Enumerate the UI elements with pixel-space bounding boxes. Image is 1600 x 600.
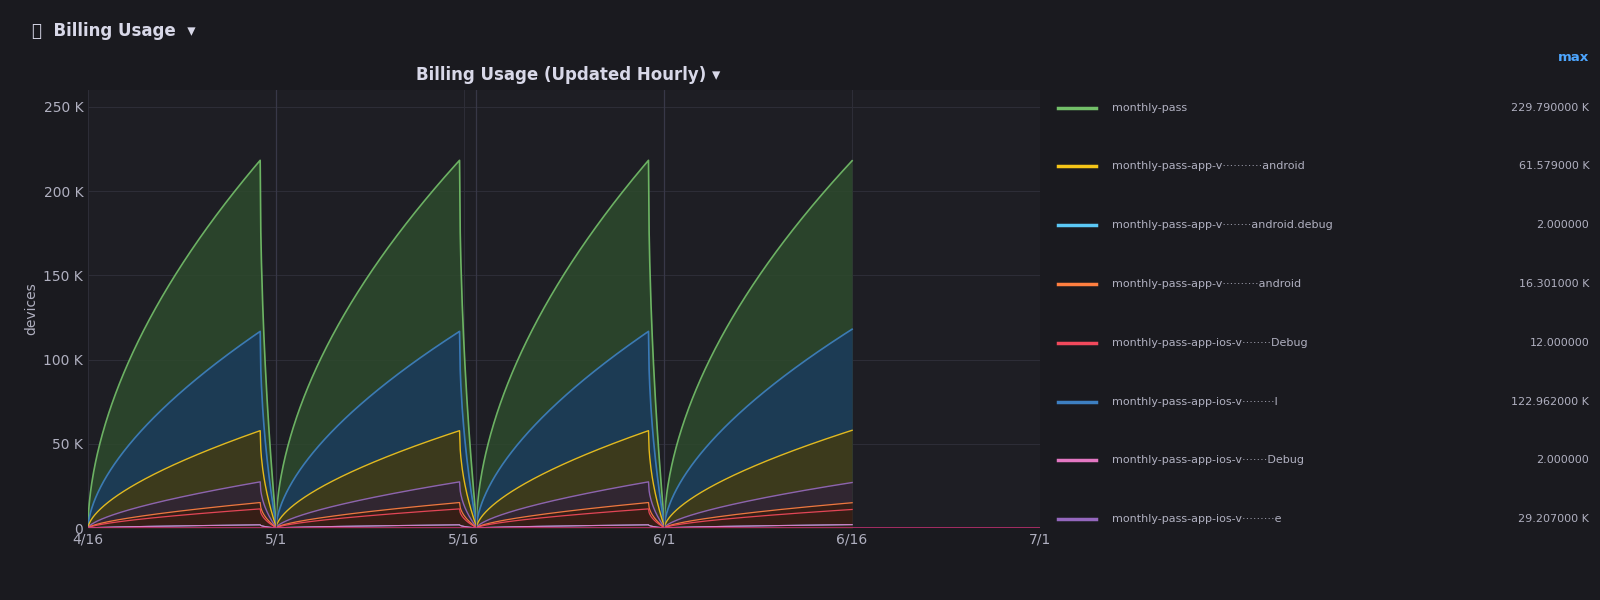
Text: monthly-pass-app-ios-v········Debug: monthly-pass-app-ios-v········Debug [1112,338,1307,348]
Text: Billing Usage (Updated Hourly) ▾: Billing Usage (Updated Hourly) ▾ [416,66,720,84]
Text: monthly-pass: monthly-pass [1112,103,1187,113]
Text: 16.301000 K: 16.301000 K [1518,279,1589,289]
Text: monthly-pass-app-ios-v·········l: monthly-pass-app-ios-v·········l [1112,397,1278,407]
Y-axis label: devices: devices [24,283,38,335]
Text: monthly-pass-app-v········android.debug: monthly-pass-app-v········android.debug [1112,220,1333,230]
Text: 2.000000: 2.000000 [1536,220,1589,230]
Text: 29.207000 K: 29.207000 K [1518,514,1589,524]
Text: monthly-pass-app-v··········android: monthly-pass-app-v··········android [1112,279,1301,289]
Text: 122.962000 K: 122.962000 K [1512,397,1589,407]
Text: 12.000000: 12.000000 [1530,338,1589,348]
Text: max: max [1558,51,1589,64]
Text: monthly-pass-app-ios-v·········e: monthly-pass-app-ios-v·········e [1112,514,1282,524]
Text: monthly-pass-app-v···········android: monthly-pass-app-v···········android [1112,161,1306,172]
Text: ⧉  Billing Usage  ▾: ⧉ Billing Usage ▾ [32,22,195,40]
Text: 2.000000: 2.000000 [1536,455,1589,466]
Text: 61.579000 K: 61.579000 K [1518,161,1589,172]
Text: 229.790000 K: 229.790000 K [1512,103,1589,113]
Text: monthly-pass-app-ios-v·······Debug: monthly-pass-app-ios-v·······Debug [1112,455,1304,466]
